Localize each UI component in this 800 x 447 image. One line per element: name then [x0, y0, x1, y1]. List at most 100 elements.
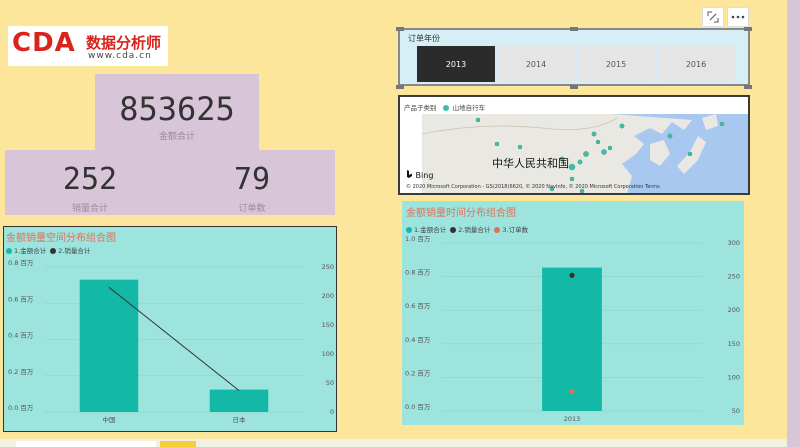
y-left-tick-label: 1.0 百万 [405, 235, 431, 243]
kpi-card-sales-orders[interactable]: 252 销量合计 79 订单数 [5, 150, 335, 215]
page-tab-active[interactable] [16, 441, 156, 447]
more-options-icon[interactable] [727, 7, 749, 27]
map-svg [422, 114, 748, 193]
resize-handle[interactable] [396, 27, 404, 31]
y-right-tick-label: 100 [728, 373, 740, 381]
map-point[interactable] [475, 117, 481, 123]
y-left-tick-label: 0.0 百万 [405, 403, 431, 411]
map-point[interactable] [577, 159, 583, 165]
x-tick-label: 中国 [103, 415, 116, 424]
slicer-option-2015[interactable]: 2015 [577, 46, 655, 82]
y-right-tick-label: 200 [322, 292, 334, 300]
map-legend-item: 山地自行车 [452, 104, 486, 112]
y-left-tick-label: 0.4 百万 [8, 332, 34, 340]
time-distribution-chart[interactable]: 金额销量时间分布组合图 1.金额合计 2.销量合计 3.订单数 0.0 百万 0.… [402, 201, 744, 425]
map-point[interactable] [579, 188, 585, 193]
legend-dot [406, 227, 412, 233]
kpi-amount-value: 853625 [119, 90, 235, 128]
legend-dot [450, 227, 457, 233]
logo-cn-text: 数据分析师 [86, 34, 162, 52]
y-right-tick-label: 300 [728, 239, 740, 247]
map-point[interactable] [591, 131, 597, 137]
legend-item[interactable]: 1.金额合计 [6, 245, 46, 255]
logo-main-text: CDA [12, 28, 76, 58]
resize-handle[interactable] [570, 27, 578, 31]
map-point[interactable] [719, 121, 725, 127]
resize-handle[interactable] [570, 85, 578, 89]
map-canvas[interactable] [422, 114, 748, 193]
kpi-sales-label: 销量合计 [71, 204, 108, 214]
slicer-option-2013[interactable]: 2013 [417, 46, 495, 82]
chart-plot: 0.0 百万 0.2 百万 0.4 百万 0.6 百万 0.8 百万 1.0 百万 50 10… [405, 235, 740, 423]
kpi-card-amount[interactable]: 853625 金额合计 [95, 74, 259, 150]
data-point[interactable] [569, 388, 575, 395]
map-legend: 产品子类别 山地自行车 [404, 102, 485, 112]
map-point[interactable] [619, 123, 625, 129]
map-border [422, 117, 618, 135]
kpi-orders-value: 79 [233, 162, 271, 197]
legend-label: 3.订单数 [502, 226, 529, 234]
resize-handle[interactable] [396, 85, 404, 89]
bar[interactable] [542, 267, 602, 411]
map-point[interactable] [583, 151, 589, 157]
chart-title: 金额销量时间分布组合图 [406, 208, 516, 219]
slicer-option-2016[interactable]: 2016 [657, 46, 735, 82]
y-left-tick-label: 0.8 百万 [405, 269, 431, 277]
map-point[interactable] [595, 139, 601, 145]
x-tick-label: 日本 [233, 415, 247, 424]
legend-label: 1.金额合计 [414, 226, 447, 234]
map-legend-dot [442, 105, 449, 111]
chart-plot: 0.0 百万 0.2 百万 0.4 百万 0.6 百万 0.8 百万 0 50 100 150 2… [8, 259, 334, 424]
legend-item[interactable]: 2.销量合计 [50, 245, 90, 255]
map-point[interactable] [601, 149, 607, 155]
map-point[interactable] [517, 144, 523, 150]
bar[interactable] [79, 279, 139, 412]
legend-dot [6, 248, 12, 254]
y-left-tick-label: 0.6 百万 [405, 302, 431, 310]
y-right-tick-label: 250 [322, 263, 334, 271]
map-attribution: © 2020 Microsoft Corporation - GS(2018)6… [406, 184, 660, 190]
x-tick-label: 2013 [564, 415, 581, 423]
map-point[interactable] [687, 151, 693, 157]
resize-handle[interactable] [744, 85, 752, 89]
map-point[interactable] [559, 156, 565, 162]
page-tab[interactable] [160, 441, 196, 447]
resize-handle[interactable] [744, 27, 752, 31]
logo-url-text: www.cda.cn [88, 51, 152, 61]
focus-mode-icon[interactable] [702, 7, 724, 27]
y-left-tick-label: 0.0 百万 [8, 404, 34, 412]
map-point[interactable] [607, 145, 613, 151]
legend-label: 2.销量合计 [58, 247, 91, 255]
data-point[interactable] [569, 272, 575, 278]
kpi-sales-value: 252 [62, 162, 118, 197]
sales-map[interactable]: 产品子类别 山地自行车 [398, 95, 750, 195]
map-country-label: 中华人民共和国 [492, 157, 569, 170]
map-point[interactable] [667, 133, 673, 139]
y-right-tick-label: 50 [732, 407, 740, 415]
order-year-slicer[interactable]: 订单年份 2013 2014 2015 2016 [398, 28, 750, 86]
y-left-tick-label: 0.4 百万 [405, 336, 431, 344]
chart-legend: 1.金额合计 2.销量合计 [6, 245, 90, 255]
y-left-tick-label: 0.2 百万 [8, 368, 34, 376]
y-left-tick-label: 0.8 百万 [8, 259, 34, 267]
page-tabs-bar [0, 439, 787, 447]
map-point[interactable] [494, 141, 500, 147]
y-right-tick-label: 50 [326, 379, 334, 387]
slicer-title: 订单年份 [408, 34, 440, 43]
slicer-option-2014[interactable]: 2014 [497, 46, 575, 82]
y-left-tick-label: 0.6 百万 [8, 295, 34, 303]
map-point[interactable] [549, 186, 555, 192]
space-distribution-chart[interactable]: 金额销量空间分布组合图 1.金额合计 2.销量合计 0.0 百万 0.2 百万 0.… [3, 226, 337, 432]
legend-item[interactable]: 1.金额合计 [406, 224, 446, 234]
y-right-tick-label: 100 [322, 350, 334, 358]
legend-item[interactable]: 3.订单数 [494, 224, 528, 234]
cda-logo: CDA 数据分析师 www.cda.cn [8, 26, 168, 66]
bar[interactable] [209, 389, 269, 412]
chart-legend: 1.金额合计 2.销量合计 3.订单数 [406, 224, 528, 234]
legend-item[interactable]: 2.销量合计 [450, 224, 490, 234]
map-point[interactable] [569, 176, 575, 182]
legend-dot [50, 248, 57, 254]
map-hokkaido [702, 114, 718, 130]
y-left-tick-label: 0.2 百万 [405, 369, 431, 377]
map-point[interactable] [568, 163, 576, 171]
